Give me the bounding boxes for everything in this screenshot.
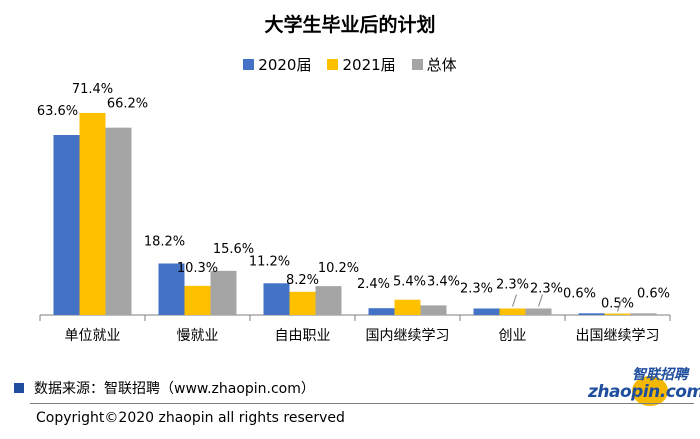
copyright-text: Copyright©2020 zhaopin all rights reserv… <box>36 410 345 426</box>
data-label-1-2: 15.6% <box>213 242 254 257</box>
legend-swatch-2020 <box>243 59 255 70</box>
source-row: 数据来源：智联招聘（www.zhaopin.com） <box>14 378 315 398</box>
chart-legend: 2020届 2021届 总体 <box>0 54 700 75</box>
bar-0-0 <box>53 135 80 315</box>
bar-1-0 <box>158 263 185 315</box>
data-label-5-1: 0.5% <box>601 297 634 312</box>
logo-main-text: zhaopin.com <box>588 382 700 402</box>
bar-3-2 <box>420 305 447 315</box>
x-tick-label: 慢就业 <box>177 327 219 344</box>
bar-0-2 <box>105 127 132 316</box>
bar-3-0 <box>368 308 395 315</box>
legend-swatch-total <box>411 59 423 70</box>
bar-2-1 <box>289 291 316 315</box>
data-label-0-1: 71.4% <box>72 82 113 97</box>
bar-1-1 <box>184 285 211 315</box>
x-tick-label: 自由职业 <box>275 328 331 344</box>
label-leader-line <box>617 299 622 312</box>
data-label-5-2: 0.6% <box>637 286 670 301</box>
bar-2-0 <box>263 283 290 315</box>
source-text: 数据来源：智联招聘（www.zhaopin.com） <box>34 381 315 397</box>
source-marker <box>14 383 24 393</box>
label-leader-line <box>512 294 517 307</box>
bar-5-0 <box>578 313 605 315</box>
bar-1-2 <box>210 270 237 315</box>
data-label-2-2: 10.2% <box>318 261 359 276</box>
x-tick-label: 单位就业 <box>65 328 121 344</box>
bar-3-1 <box>394 299 421 315</box>
bar-5-2 <box>630 313 657 315</box>
data-label-0-2: 66.2% <box>107 97 148 112</box>
data-label-3-0: 2.4% <box>357 277 390 292</box>
legend-label-2021: 2021届 <box>342 56 396 74</box>
bar-4-2 <box>525 308 552 315</box>
data-label-4-1: 2.3% <box>496 277 529 292</box>
bar-5-1 <box>604 313 631 315</box>
x-tick-label: 国内继续学习 <box>366 327 450 344</box>
data-label-5-0: 0.6% <box>563 286 596 301</box>
legend-label-2020: 2020届 <box>258 56 312 74</box>
legend-item-2020: 2020届 <box>243 54 311 75</box>
bar-2-2 <box>315 286 342 315</box>
data-label-4-0: 2.3% <box>460 281 493 296</box>
zhaopin-logo: 智联招聘 zhaopin.com <box>588 362 700 406</box>
data-label-3-1: 5.4% <box>393 275 426 290</box>
bar-4-0 <box>473 308 500 315</box>
data-label-0-0: 63.6% <box>37 104 78 119</box>
footer-divider <box>30 403 694 404</box>
x-tick-label: 出国继续学习 <box>576 327 660 344</box>
bar-chart: 单位就业 慢就业 自由职业 国内继续学习 创业 出国继续学习 63.6% 71.4%66.2%… <box>37 82 671 344</box>
data-label-1-0: 18.2% <box>144 234 185 249</box>
data-label-3-2: 3.4% <box>427 274 460 289</box>
data-label-1-1: 10.3% <box>177 261 218 276</box>
bar-0-1 <box>79 112 106 315</box>
label-leader-line <box>538 294 543 307</box>
data-label-2-0: 11.2% <box>249 254 290 269</box>
logo-top-text: 智联招聘 <box>632 367 688 383</box>
bar-4-1 <box>499 308 526 315</box>
data-label-2-1: 8.2% <box>286 273 319 288</box>
legend-item-2021: 2021届 <box>327 54 396 75</box>
x-tick-label: 创业 <box>499 328 527 344</box>
data-label-4-2: 2.3% <box>530 281 563 296</box>
chart-title: 大学生毕业后的计划 <box>264 14 436 36</box>
legend-item-total: 总体 <box>411 54 457 75</box>
legend-swatch-2021 <box>327 59 339 70</box>
legend-label-total: 总体 <box>426 56 457 74</box>
